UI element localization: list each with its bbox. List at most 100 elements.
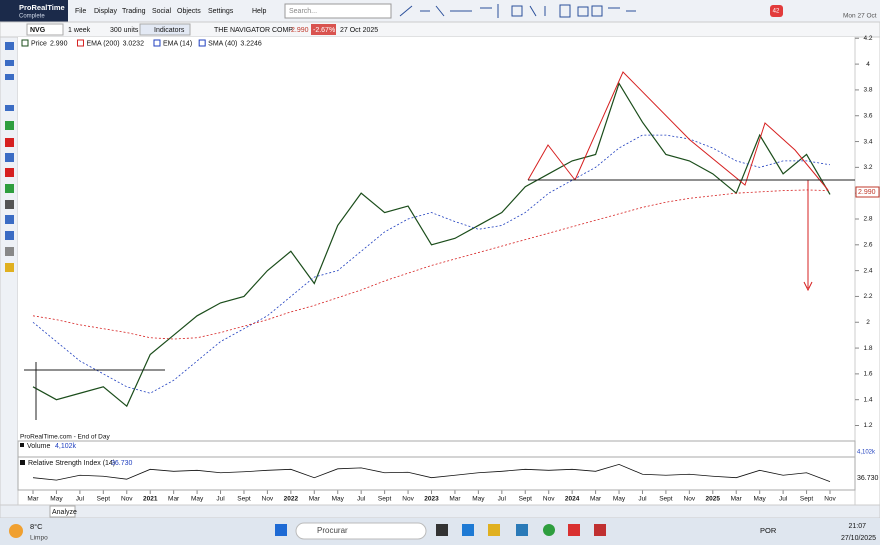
y-tick-label: 2 (866, 319, 870, 326)
menu-item[interactable]: File (75, 8, 86, 15)
x-tick-label: Sept (378, 496, 392, 503)
y-tick-label: 3.4 (863, 138, 872, 145)
indicators: Indicators (154, 27, 185, 34)
app-icon[interactable] (436, 524, 448, 536)
x-tick-label: May (613, 496, 626, 503)
x-tick-label: 2024 (565, 496, 580, 503)
x-tick-label: Mar (731, 496, 743, 503)
instrument-price: 2.990 (291, 27, 309, 34)
menu-item[interactable]: Display (94, 8, 117, 15)
tool[interactable] (5, 42, 14, 50)
x-tick-label: Jul (216, 496, 225, 503)
x-tick-label: May (472, 496, 485, 503)
volume-label: Volume (27, 443, 50, 450)
indicators-btn[interactable] (139, 23, 191, 36)
tool[interactable] (5, 60, 14, 66)
rsi-swatch (20, 460, 25, 465)
tool[interactable] (5, 138, 14, 147)
app-icon[interactable] (568, 524, 580, 536)
app-icon[interactable] (594, 524, 606, 536)
x-tick-label: Mar (590, 496, 602, 503)
temperature: 8°C (30, 522, 43, 531)
rsi-value: 36.730 (111, 460, 133, 467)
change-box (311, 24, 336, 35)
y-tick-label: 4 (866, 61, 870, 68)
x-tick-label: Jul (638, 496, 647, 503)
app-icon[interactable] (543, 524, 555, 536)
x-tick-label: Mar (449, 496, 461, 503)
menu-item[interactable]: Trading (122, 8, 146, 15)
legend-value: 3.0232 (123, 40, 145, 47)
menu-item[interactable]: Help (252, 8, 267, 15)
volume-panel (17, 440, 856, 458)
legend-name: Price (31, 40, 47, 47)
tool[interactable] (5, 74, 14, 80)
units[interactable]: 300 units (110, 27, 139, 34)
x-tick-label: 2022 (284, 496, 299, 503)
chart: 1.21.41.61.822.22.42.62.833.23.43.63.844… (27, 35, 872, 503)
tool[interactable] (5, 184, 14, 193)
legend-swatch (21, 39, 29, 47)
x-tick-label: May (332, 496, 345, 503)
x-tick-label: Jul (357, 496, 366, 503)
y-tick-label: 1.6 (863, 371, 872, 378)
y-tick-label: 3.8 (863, 87, 872, 94)
x-tick-label: 2023 (424, 496, 439, 503)
legend-swatch (198, 39, 206, 47)
tool[interactable] (5, 153, 14, 162)
app-icon[interactable] (488, 524, 500, 536)
y-tick-label: 4.2 (863, 35, 872, 42)
x-tick-label: Sept (800, 496, 814, 503)
period[interactable]: 1 week (68, 27, 91, 34)
taskbar-search[interactable] (295, 522, 427, 540)
last-price: 2.990 (858, 189, 876, 196)
x-tick-label: Sept (519, 496, 533, 503)
tool[interactable] (5, 215, 14, 224)
tool[interactable] (5, 247, 14, 256)
tool[interactable] (5, 168, 14, 177)
search-box[interactable] (284, 3, 392, 19)
start-button[interactable] (275, 524, 287, 536)
x-tick-label: Mar (309, 496, 321, 503)
tool[interactable] (5, 121, 14, 130)
menu-item[interactable]: Objects (177, 8, 201, 15)
x-tick-label: Nov (824, 496, 836, 503)
tool-icons (399, 4, 636, 18)
x-tick-label: 2025 (706, 496, 721, 503)
analyze-btn[interactable] (49, 505, 76, 518)
edition: Complete (19, 14, 45, 20)
y-tick-label: 2.4 (863, 267, 872, 274)
tool[interactable] (5, 105, 14, 111)
x-tick-label: Nov (262, 496, 274, 503)
symbol-box[interactable] (26, 23, 64, 36)
tool[interactable] (5, 263, 14, 272)
app-icon[interactable] (516, 524, 528, 536)
legend-swatch (76, 39, 84, 47)
last-price-box (855, 186, 880, 198)
y-tick-label: 1.8 (863, 345, 872, 352)
notif-badge[interactable] (770, 5, 783, 17)
instrument-name: THE NAVIGATOR COMP (214, 27, 293, 34)
x-tick-label: Jul (498, 496, 507, 503)
logo-box (0, 0, 68, 22)
y-tick-label: 2.8 (863, 216, 872, 223)
tool[interactable] (5, 231, 14, 240)
x-tick-label: Mar (27, 496, 39, 503)
y-tick-label: 3.6 (863, 112, 872, 119)
app-icon[interactable] (462, 524, 474, 536)
menu-item[interactable]: Social (152, 8, 172, 15)
menu-item[interactable]: Settings (208, 8, 234, 15)
legend-name: EMA (200) (86, 40, 119, 47)
y-tick-label: 3.2 (863, 164, 872, 171)
x-tick-label: Jul (76, 496, 85, 503)
rsi-line (32, 463, 831, 483)
tool[interactable] (5, 200, 14, 209)
x-tick-label: Jul (779, 496, 788, 503)
left-tools (5, 42, 14, 272)
x-tick-label: Nov (684, 496, 696, 503)
pattern-lines (527, 71, 829, 191)
rsi-axis-value: 36.730 (857, 475, 879, 482)
rsi-label: Relative Strength Index (14) (28, 460, 115, 467)
legend-value: 3.2246 (240, 40, 262, 47)
target-arrow (803, 180, 813, 292)
